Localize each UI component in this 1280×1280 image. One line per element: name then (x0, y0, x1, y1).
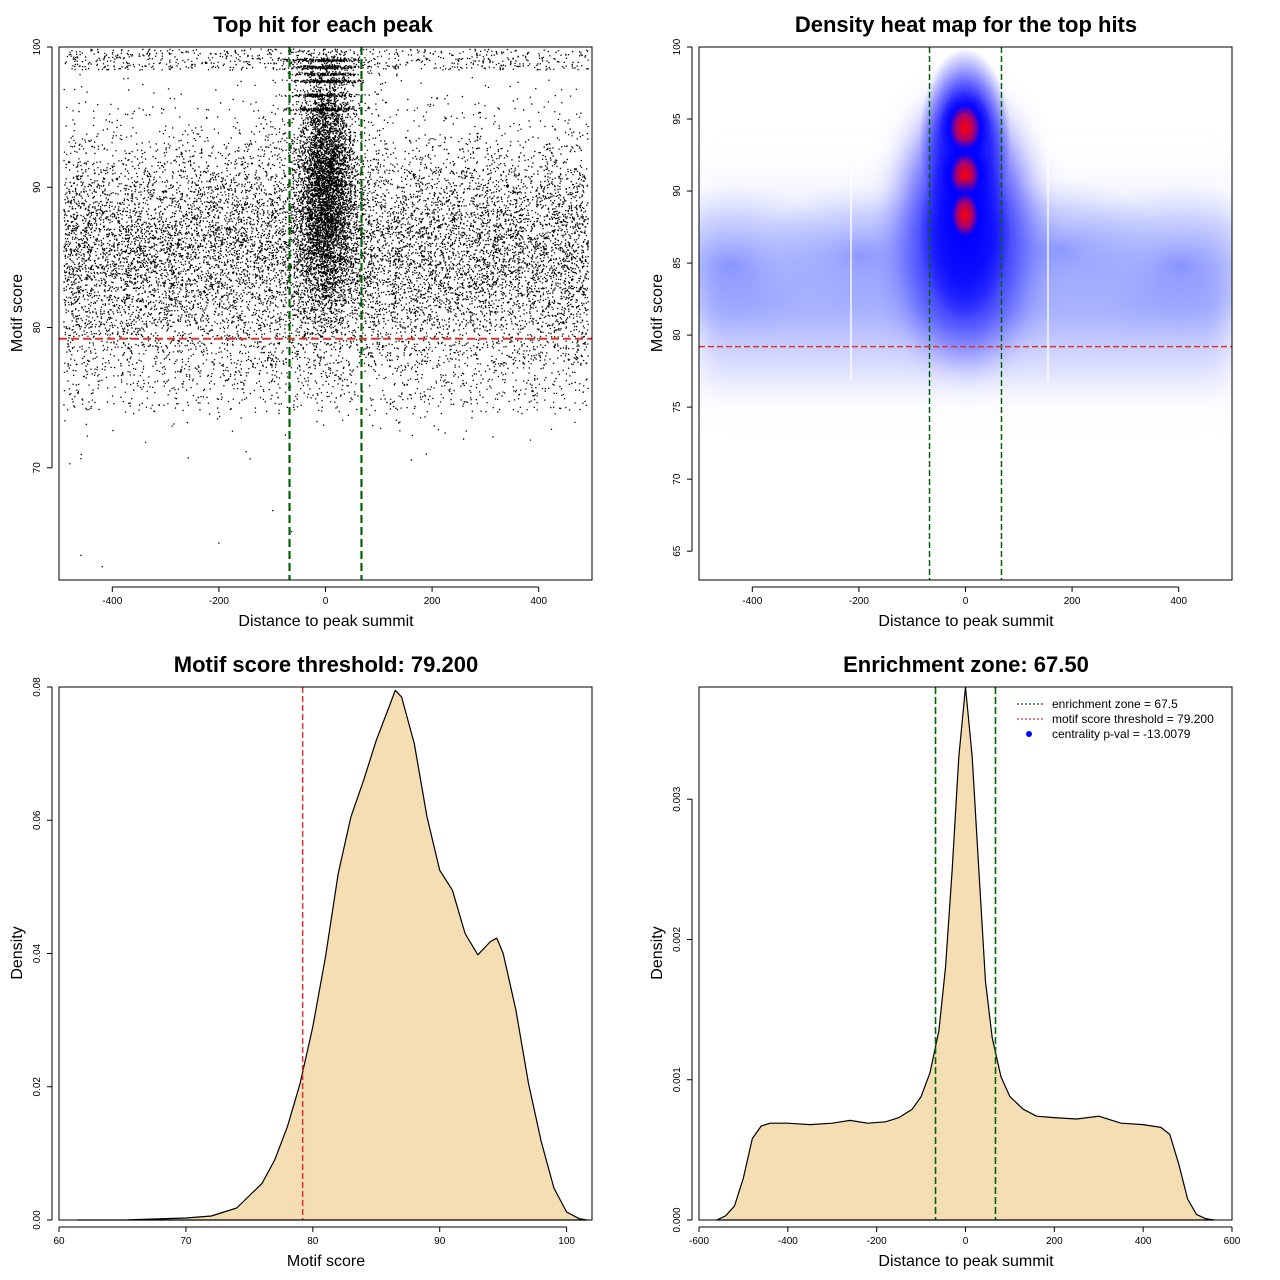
scatter-axes: -400 -200 0 200 400 70 80 90 100 (32, 38, 547, 607)
legend: enrichment zone = 67.5 motif score thres… (1017, 697, 1214, 741)
scatter-point-cloud (63, 48, 590, 568)
x-tick-label: 0 (963, 596, 969, 607)
distance-density-xlabel: Distance to peak summit (878, 1253, 1054, 1270)
distance-density-panel: Enrichment zone: 67.50 Distance to peak … (649, 652, 1241, 1270)
score-density-panel: Motif score threshold: 79.200 Motif scor… (9, 652, 593, 1270)
scatter-reference-lines (59, 47, 592, 580)
x-tick-label: -200 (849, 596, 869, 607)
heatmap-ylabel: Motif score (649, 274, 666, 352)
heatmap-panel: Density heat map for the top hits Distan… (649, 12, 1233, 630)
x-tick-label: 100 (558, 1236, 575, 1247)
y-tick-label: 70 (672, 473, 683, 485)
y-tick-label: 100 (32, 38, 43, 55)
distance-density-area (716, 686, 1215, 1221)
x-tick-label: 200 (1064, 596, 1081, 607)
y-tick-label: 80 (672, 329, 683, 341)
y-tick-label: 90 (32, 181, 43, 193)
y-tick-label: 95 (672, 113, 683, 125)
score-density-xlabel: Motif score (287, 1253, 365, 1270)
score-density-area (76, 689, 588, 1221)
distance-density-title: Enrichment zone: 67.50 (843, 652, 1089, 677)
scatter-panel: Top hit for each peak Distance to peak s… (9, 12, 593, 630)
scatter-xlabel: Distance to peak summit (238, 613, 414, 630)
scatter-ylabel: Motif score (9, 274, 26, 352)
y-tick-label: 0.04 (32, 943, 43, 963)
distance-density-reference-lines (934, 687, 997, 1220)
x-tick-label: 90 (434, 1236, 446, 1247)
y-tick-label: 75 (672, 401, 683, 413)
y-tick-label: 65 (672, 545, 683, 557)
scatter-points (63, 48, 590, 568)
heatmap-title: Density heat map for the top hits (795, 12, 1137, 37)
distance-density-ylabel: Density (649, 926, 666, 979)
y-tick-label: 0.002 (672, 927, 683, 952)
heatmap-reference-lines (699, 47, 1232, 580)
y-tick-label: 0.06 (32, 810, 43, 830)
heatmap-plot-frame (698, 46, 1233, 581)
y-tick-label: 0.003 (672, 786, 683, 811)
x-tick-label: -200 (867, 1236, 887, 1247)
score-density-plot-frame (58, 686, 593, 1221)
x-tick-label: 600 (1224, 1236, 1241, 1247)
x-tick-label: 0 (323, 596, 329, 607)
scatter-plot-frame (58, 46, 593, 581)
x-tick-label: 200 (424, 596, 441, 607)
x-tick-label: -400 (742, 596, 762, 607)
x-tick-label: -400 (102, 596, 122, 607)
y-tick-label: 90 (672, 185, 683, 197)
x-tick-label: -600 (689, 1236, 709, 1247)
distance-density-axes: -600 -400 -200 0 200 400 600 0.000 0.001 0.002 0.0… (672, 786, 1241, 1247)
x-tick-label: -200 (209, 596, 229, 607)
x-tick-label: 0 (963, 1236, 969, 1247)
y-tick-label: 85 (672, 257, 683, 269)
x-tick-label: 80 (307, 1236, 319, 1247)
y-tick-label: 0.001 (672, 1067, 683, 1092)
heatmap-xlabel: Distance to peak summit (878, 613, 1054, 630)
x-tick-label: -400 (778, 1236, 798, 1247)
heatmap-density-field (699, 47, 1232, 580)
x-tick-label: 60 (53, 1236, 65, 1247)
x-tick-label: 400 (1135, 1236, 1152, 1247)
y-tick-label: 70 (32, 462, 43, 474)
legend-zone-label: enrichment zone = 67.5 (1052, 697, 1178, 711)
score-density-ylabel: Density (9, 926, 26, 979)
distance-density-curve (716, 686, 1215, 1221)
y-tick-label: 0.000 (672, 1207, 683, 1232)
legend-pval-swatch (1026, 731, 1032, 737)
y-tick-label: 100 (672, 38, 683, 55)
y-tick-label: 0.02 (32, 1077, 43, 1097)
x-tick-label: 70 (180, 1236, 192, 1247)
scatter-title: Top hit for each peak (213, 12, 433, 37)
heatmap-axes: -400 -200 0 200 400 65 70 75 80 85 90 95 100 (672, 38, 1187, 607)
score-density-axes: 60 70 80 90 100 0.00 0.02 0.04 0.06 0.08 (32, 677, 575, 1247)
x-tick-label: 400 (530, 596, 547, 607)
y-tick-label: 80 (32, 322, 43, 334)
score-density-title: Motif score threshold: 79.200 (174, 652, 478, 677)
distance-density-plot-frame (698, 686, 1233, 1221)
score-density-curve (76, 689, 588, 1221)
y-tick-label: 0.00 (32, 1210, 43, 1230)
legend-threshold-label: motif score threshold = 79.200 (1052, 712, 1214, 726)
x-tick-label: 200 (1046, 1236, 1063, 1247)
x-tick-label: 400 (1170, 596, 1187, 607)
y-tick-label: 0.08 (32, 677, 43, 697)
legend-pval-label: centrality p-val = -13.0079 (1052, 727, 1191, 741)
